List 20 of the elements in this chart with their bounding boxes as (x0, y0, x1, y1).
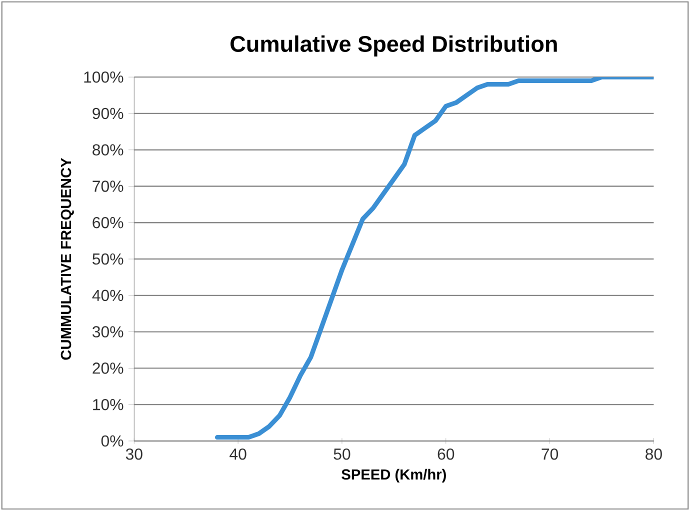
x-tick-label: 30 (126, 448, 142, 460)
y-tick-label: 80% (92, 144, 124, 156)
y-tick-label: 70% (92, 180, 124, 192)
y-tick-label: 0% (101, 435, 124, 447)
x-tick-label: 80 (646, 448, 662, 460)
y-tick-label: 10% (93, 399, 124, 410)
x-tick-label: 70 (542, 448, 558, 460)
y-tick-label: 30% (92, 326, 124, 338)
x-tick-label: 40 (230, 448, 246, 460)
y-tick-label: 50% (92, 253, 124, 265)
y-tick-label: 20% (92, 362, 124, 374)
x-tick-label: 50 (334, 448, 350, 460)
y-tick-label: 60% (92, 217, 124, 228)
x-axis-title: SPEED (Km/hr) (342, 468, 446, 483)
y-tick-label: 100% (84, 72, 124, 83)
y-tick-label: 90% (92, 108, 124, 120)
y-axis-title: CUMMULATIVE FREQUENCY (60, 158, 74, 360)
chart-title: Cumulative Speed Distribution (230, 35, 557, 57)
y-tick-label: 40% (92, 290, 124, 302)
x-tick-label: 60 (438, 448, 454, 460)
